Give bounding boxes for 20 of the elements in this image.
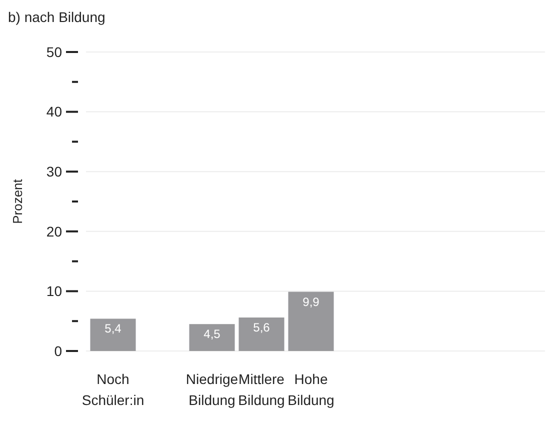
- x-tick-label: Noch Schüler:in: [82, 371, 144, 408]
- data-label: 5,6: [253, 320, 270, 335]
- y-axis-title: Prozent: [10, 178, 25, 224]
- bar: [90, 318, 136, 351]
- bar: [238, 318, 284, 351]
- data-label: 5,4: [104, 322, 122, 336]
- y-tick-label: 50: [46, 44, 62, 60]
- x-tick-label: Hohe Bildung: [288, 371, 334, 408]
- data-label: 4,5: [204, 327, 221, 342]
- y-tick-label: 30: [46, 164, 62, 180]
- bar: [288, 292, 334, 351]
- x-tick-label: Mittlere Bildung: [238, 371, 285, 408]
- y-tick-label: 40: [46, 104, 62, 120]
- data-label: 9,9: [302, 294, 320, 309]
- y-tick-label: 20: [46, 223, 62, 240]
- y-tick-label: 0: [54, 342, 62, 359]
- chart-title: b) nach Bildung: [8, 9, 106, 25]
- y-tick-label: 10: [46, 283, 62, 300]
- x-tick-label: Niedrige Bildung: [186, 371, 238, 408]
- bar: [189, 324, 235, 351]
